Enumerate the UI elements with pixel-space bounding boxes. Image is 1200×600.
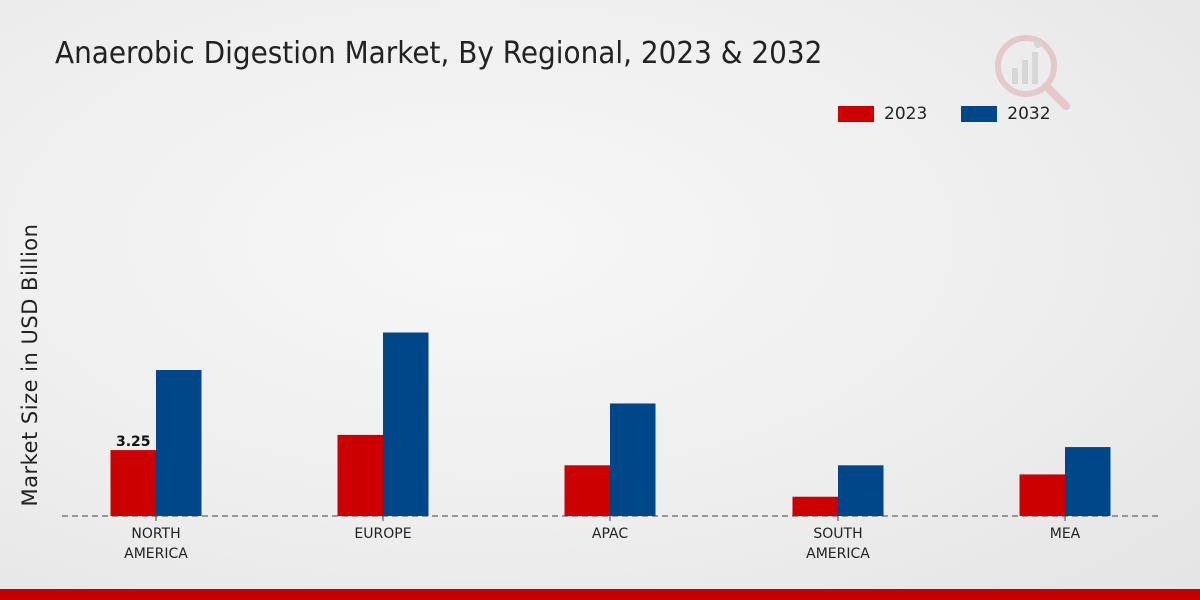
bar-2023-apac[interactable] [564,465,611,516]
chart-magnifier-logo-icon [995,35,1070,110]
legend-label-2032: 2032 [1007,104,1051,124]
x-tick-label: EUROPE [354,526,411,542]
x-tick-label: NORTH AMERICA [124,526,188,562]
legend-label-2023: 2023 [884,104,928,124]
x-tick-label: MEA [1050,526,1081,542]
bar-2023-north-america[interactable] [110,450,157,516]
bar-2023-mea[interactable] [1019,474,1066,516]
bar-2032-north-america[interactable] [156,370,202,516]
bar-2023-south-america[interactable] [792,496,839,516]
legend-item-2032[interactable]: 2032 [961,104,1051,124]
bottom-accent-bar [0,589,1200,600]
bar-2032-europe[interactable] [383,332,429,516]
legend-swatch-2032 [961,106,998,122]
x-tick-label: APAC [592,526,628,542]
bar-2032-mea[interactable] [1065,447,1111,516]
x-tick-label: SOUTH AMERICA [806,526,870,562]
data-label: 3.25 [116,434,151,450]
legend-item-2023[interactable]: 2023 [838,104,927,124]
chart-legend: 2023 2032 [838,104,1085,124]
chart-title: Anaerobic Digestion Market, By Regional,… [55,36,823,71]
bar-2032-apac[interactable] [610,403,656,516]
legend-swatch-2023 [838,106,874,122]
bar-2032-south-america[interactable] [838,465,884,516]
bar-2023-europe[interactable] [337,434,384,516]
